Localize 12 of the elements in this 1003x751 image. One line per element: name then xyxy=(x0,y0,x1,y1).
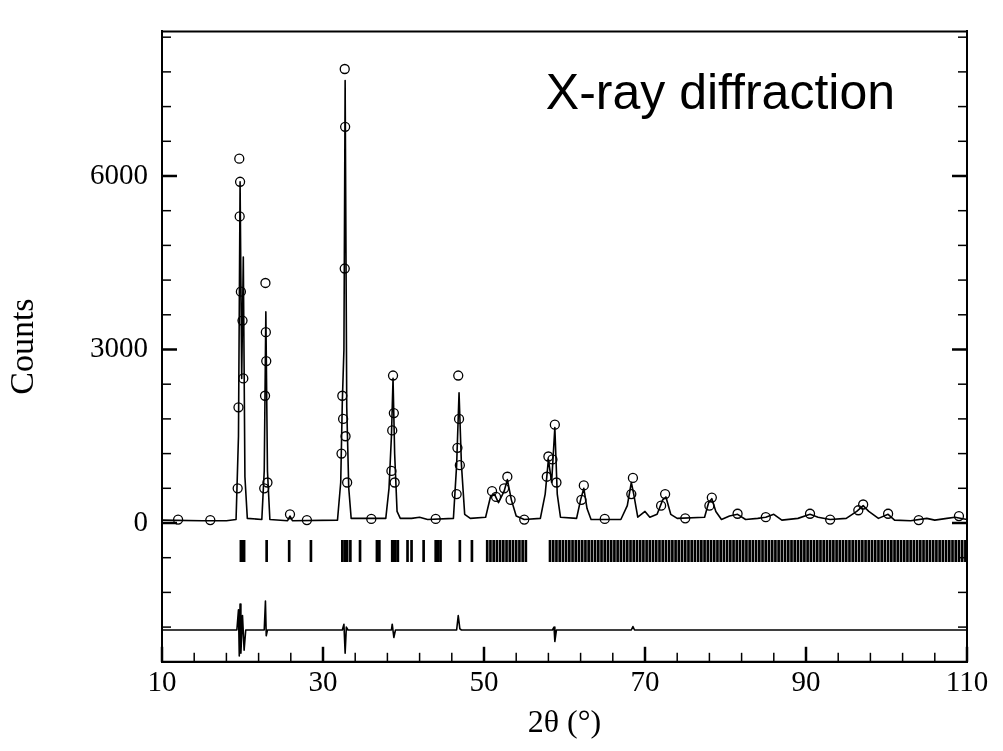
y-axis-title: Counts xyxy=(3,298,41,395)
y-tick-label: 3000 xyxy=(90,331,148,364)
x-tick-label: 10 xyxy=(147,664,177,697)
annotation: X-ray diffraction xyxy=(545,64,895,121)
x-tick-label: 30 xyxy=(308,664,338,697)
x-axis-title: 2θ (°) xyxy=(527,703,602,740)
y-tick-label: 6000 xyxy=(90,157,148,190)
x-tick-label: 50 xyxy=(469,664,499,697)
x-tick-label: 110 xyxy=(945,664,989,697)
y-tick-label: 0 xyxy=(133,504,148,537)
x-tick-label: 70 xyxy=(630,664,660,697)
x-tick-label: 90 xyxy=(791,664,821,697)
